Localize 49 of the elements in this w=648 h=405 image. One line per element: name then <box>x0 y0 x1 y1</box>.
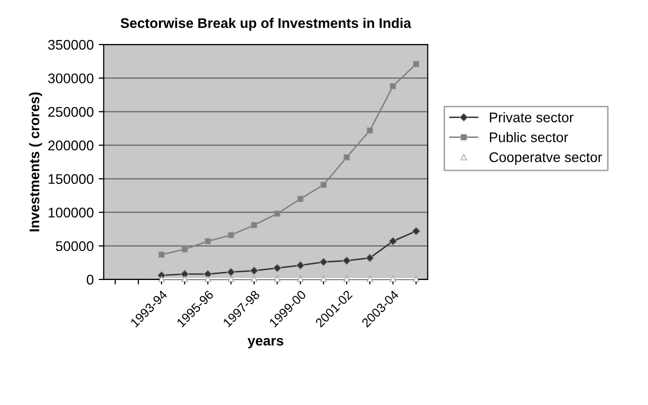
point <box>412 60 420 68</box>
point <box>274 210 280 217</box>
point <box>226 268 236 276</box>
point <box>366 276 373 282</box>
point <box>180 270 189 278</box>
point <box>297 196 304 202</box>
y-tick-label: 250000 <box>48 107 94 117</box>
point <box>366 127 373 134</box>
point <box>412 276 420 282</box>
y-tick-label: 200000 <box>48 140 94 150</box>
y-axis-title: Investments ( crores) <box>29 92 42 232</box>
legend-label: Private sector <box>490 112 574 122</box>
point <box>344 154 350 160</box>
point <box>274 276 280 282</box>
point <box>344 276 350 282</box>
point <box>250 266 258 276</box>
point <box>204 276 211 282</box>
point <box>297 276 304 282</box>
point <box>320 276 327 282</box>
point <box>158 276 165 282</box>
y-tick-label: 150000 <box>48 174 94 184</box>
point <box>228 276 234 282</box>
point <box>342 256 351 265</box>
y-tick-label: 0 <box>86 274 94 285</box>
legend-label: Public sector <box>490 132 568 142</box>
point <box>272 264 282 272</box>
point <box>182 246 188 252</box>
point <box>204 270 212 278</box>
point <box>296 261 305 270</box>
y-tick-label: 50000 <box>56 241 94 252</box>
point <box>388 236 398 246</box>
point <box>366 254 374 262</box>
legend-label: Cooperatve sector <box>489 152 602 165</box>
point <box>228 232 234 238</box>
y-tick-label: 350000 <box>48 40 94 50</box>
point <box>250 276 258 282</box>
y-tick-label: 100000 <box>48 208 94 218</box>
point <box>319 258 328 266</box>
point <box>412 226 420 236</box>
point <box>250 222 258 228</box>
point <box>182 276 188 282</box>
point <box>204 238 211 244</box>
point <box>390 276 396 282</box>
point <box>320 182 327 188</box>
x-axis-title: years <box>248 338 284 348</box>
point <box>158 251 165 258</box>
y-tick-label: 300000 <box>48 73 94 84</box>
point <box>390 83 396 90</box>
chart-title: Sectorwise Break up of Investments in India <box>120 18 412 31</box>
